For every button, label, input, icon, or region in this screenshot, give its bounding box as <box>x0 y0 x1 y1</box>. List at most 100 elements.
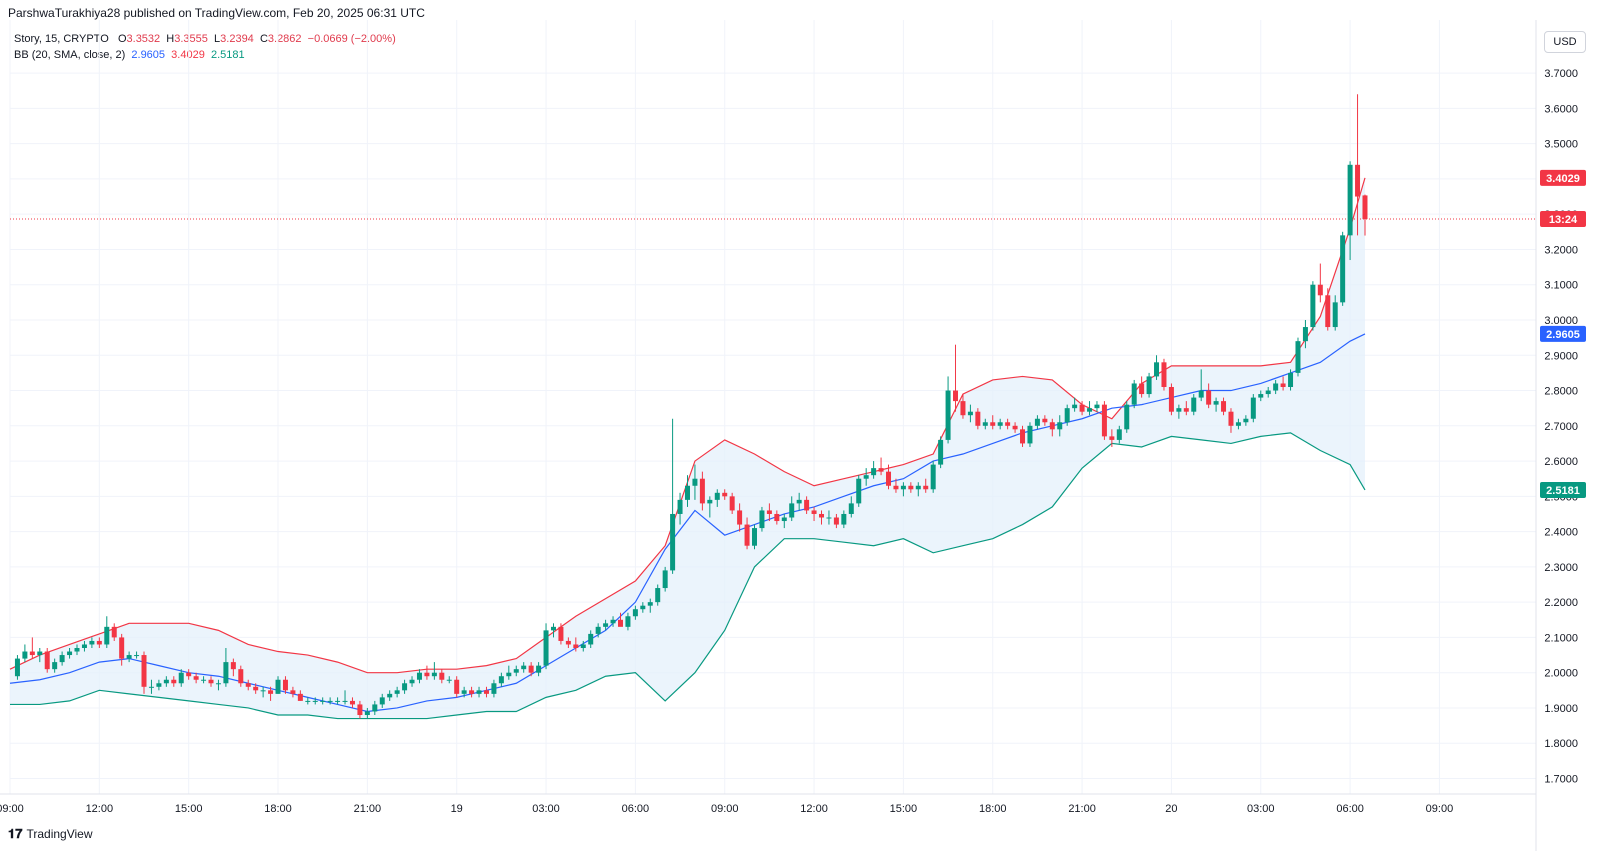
candle-up <box>595 626 601 634</box>
candle-down <box>1168 387 1174 412</box>
candle-up <box>603 623 609 627</box>
candle-down <box>349 700 355 705</box>
candle-down <box>1228 411 1234 426</box>
candle-up <box>1094 404 1100 409</box>
y-tick-label: 2.0000 <box>1544 668 1578 680</box>
open-value: 3.3532 <box>126 33 161 45</box>
candle-up <box>312 700 318 702</box>
candle-up <box>476 690 482 694</box>
candle-up <box>513 669 519 673</box>
candle-up <box>632 609 638 617</box>
candle-up <box>588 633 594 645</box>
candle-down <box>833 517 839 525</box>
candle-down <box>297 693 303 701</box>
candle-down <box>454 679 460 694</box>
bb-lower-value: 2.5181 <box>210 49 245 61</box>
candle-down <box>975 411 981 426</box>
candle-down <box>1079 404 1085 412</box>
brand-label: TradingView <box>26 827 93 841</box>
candle-up <box>81 644 87 649</box>
close-value: 3.2862 <box>267 33 302 45</box>
candle-up <box>647 602 653 606</box>
candle-up <box>752 528 757 546</box>
x-tick-label: 06:00 <box>622 803 650 815</box>
y-tick-label: 2.9000 <box>1544 350 1578 362</box>
candle-up <box>521 665 527 670</box>
y-tick-label: 1.8000 <box>1544 738 1578 750</box>
bb-basis-value: 2.9605 <box>131 49 166 61</box>
y-tick-label: 2.6000 <box>1544 456 1578 468</box>
candle-up <box>848 503 854 514</box>
candle-up <box>215 683 221 685</box>
candle-up <box>662 570 668 589</box>
candle-down <box>238 669 244 684</box>
y-tick-label: 1.9000 <box>1544 703 1578 715</box>
candle-down <box>424 672 430 677</box>
x-tick-label: 03:00 <box>532 803 560 815</box>
candle-up <box>1340 235 1346 303</box>
high-value: 3.3555 <box>174 33 208 45</box>
y-tick-label: 3.1000 <box>1544 280 1578 292</box>
candle-up <box>1258 394 1264 398</box>
candle-up <box>1087 408 1093 412</box>
candle-up <box>409 679 415 684</box>
candle-up <box>759 510 765 529</box>
candle-down <box>1317 284 1323 296</box>
candle-up <box>684 485 690 500</box>
candle-up <box>14 658 20 677</box>
candle-up <box>967 411 973 416</box>
candle-down <box>1280 383 1286 388</box>
candle-up <box>1213 401 1219 405</box>
candle-down <box>819 513 825 518</box>
price-tag-label: 2.9605 <box>1546 329 1580 341</box>
candle-down <box>804 499 810 511</box>
candle-up <box>1198 390 1204 398</box>
candle-up <box>1057 422 1063 430</box>
candle-down <box>737 510 743 525</box>
candle-up <box>178 672 184 684</box>
candle-down <box>1005 422 1011 426</box>
candle-up <box>446 679 452 681</box>
price-tag-label: 13:24 <box>1549 214 1578 226</box>
price-tag <box>1540 169 1586 186</box>
candle-up <box>915 485 921 490</box>
x-tick-label: 03:00 <box>1247 803 1275 815</box>
publisher-attribution: ParshwaTurakhiya28 published on TradingV… <box>8 6 425 20</box>
candle-up <box>1295 341 1301 373</box>
candle-up <box>342 700 348 702</box>
tradingview-logo-icon: 𝟏𝟕 <box>8 826 23 841</box>
bb-legend-row: BB (20, SMA, close, 2) 2.9605 3.4029 2.5… <box>14 47 396 63</box>
bb-upper-value: 3.4029 <box>171 49 205 61</box>
bollinger-lower-line <box>10 432 1366 720</box>
candle-down <box>230 662 236 670</box>
candle-up <box>22 651 28 659</box>
candle-down <box>565 640 571 645</box>
candle-up <box>677 499 683 514</box>
candle-down <box>208 679 214 684</box>
y-tick-label: 2.4000 <box>1544 527 1578 539</box>
candle-up <box>625 616 631 627</box>
open-label: O <box>117 33 127 45</box>
candle-down <box>96 640 102 645</box>
candle-up <box>1124 404 1130 430</box>
y-tick-label: 2.3000 <box>1544 562 1578 574</box>
candle-down <box>699 478 705 504</box>
candle-down <box>469 690 475 694</box>
candle-up <box>59 655 65 663</box>
candle-down <box>439 672 445 680</box>
currency-button[interactable]: USD <box>1544 31 1586 53</box>
candle-down <box>268 690 274 694</box>
candle-up <box>1265 390 1271 395</box>
candle-down <box>245 683 251 687</box>
candle-up <box>930 464 936 490</box>
y-tick-label: 3.5000 <box>1544 139 1578 151</box>
candle-up <box>379 697 385 705</box>
candle-up <box>863 475 869 479</box>
candle-down <box>886 471 892 486</box>
candle-up <box>841 513 847 525</box>
candle-up <box>1235 422 1241 426</box>
candle-up <box>372 704 378 712</box>
candle-up <box>402 683 408 691</box>
candle-down <box>1012 425 1018 430</box>
